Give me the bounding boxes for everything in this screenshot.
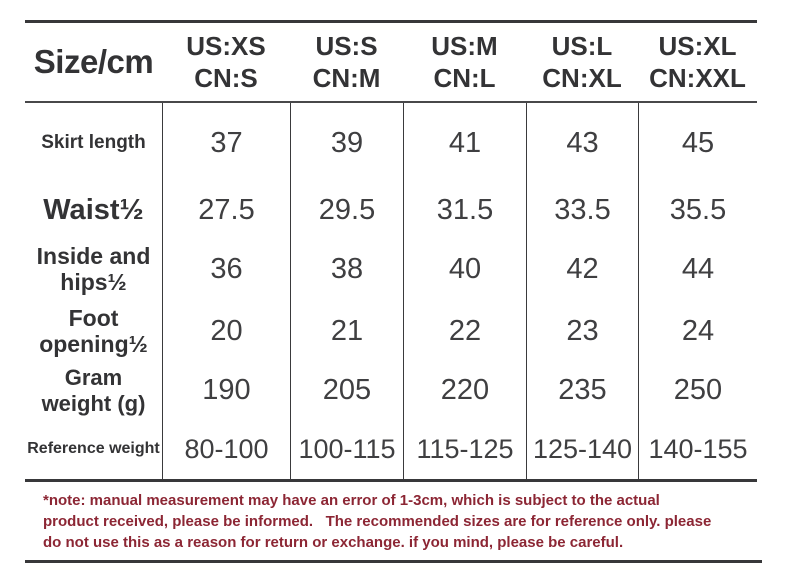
- row-label-skirt-length: Skirt length: [41, 132, 146, 154]
- size-header-xl: US:XL CN:XXL: [649, 31, 746, 93]
- value-cell: 140-155: [648, 433, 748, 464]
- value-cell: 21: [330, 314, 364, 347]
- value-cell: 44: [681, 252, 715, 285]
- size-header-s: US:S CN:M: [312, 31, 381, 93]
- value-cell: 35.5: [669, 194, 727, 226]
- value-cell: 125-140: [532, 433, 633, 464]
- value-cell: 20: [210, 314, 243, 347]
- table-row: Inside and hips½ 36 38 40 42 44: [25, 238, 757, 300]
- value-cell: 100-115: [298, 433, 396, 464]
- value-cell: 22: [448, 314, 482, 347]
- value-cell: 250: [673, 374, 723, 406]
- table-row: Reference weight 80-100 100-115 115-125 …: [25, 419, 757, 479]
- header-divider: [25, 101, 757, 103]
- value-cell: 24: [681, 314, 715, 347]
- table-bottom-divider: [25, 479, 757, 482]
- size-header-xs: US:XS CN:S: [186, 31, 266, 93]
- table-row: Waist½ 27.5 29.5 31.5 33.5 35.5: [25, 183, 757, 238]
- value-cell: 23: [566, 314, 599, 347]
- row-label-inside-hips: Inside and hips½: [36, 242, 151, 295]
- value-cell: 115-125: [416, 433, 514, 464]
- value-cell: 27.5: [198, 194, 255, 226]
- size-table: Size/cm US:XS CN:S US:S CN:M US:M CN:L U…: [25, 20, 757, 482]
- table-row: Gram weight (g) 190 205 220 235 250: [25, 362, 757, 419]
- size-header-m: US:M CN:L: [431, 31, 498, 93]
- corner-label: Size/cm: [33, 43, 154, 80]
- value-cell: 45: [681, 126, 715, 159]
- page-bottom-divider: [25, 560, 762, 563]
- row-label-waist: Waist½: [43, 193, 144, 226]
- table-row: Foot opening½ 20 21 22 23 24: [25, 300, 757, 362]
- table-row: Skirt length 37 39 41 43 45: [25, 103, 757, 183]
- row-label-foot-opening: Foot opening½: [39, 304, 148, 357]
- value-cell: 38: [330, 252, 364, 285]
- table-header: Size/cm US:XS CN:S US:S CN:M US:M CN:L U…: [25, 23, 757, 101]
- value-cell: 220: [440, 374, 490, 406]
- row-label-reference-weight: Reference weight: [27, 439, 160, 457]
- value-cell: 205: [322, 374, 372, 406]
- top-divider: [25, 20, 757, 23]
- value-cell: 42: [566, 252, 599, 285]
- value-cell: 40: [448, 252, 482, 285]
- value-cell: 43: [566, 126, 599, 159]
- value-cell: 190: [202, 374, 251, 406]
- value-cell: 41: [448, 126, 482, 159]
- value-cell: 80-100: [184, 433, 269, 464]
- value-cell: 235: [558, 374, 607, 406]
- row-label-gram-weight: Gram weight (g): [41, 365, 146, 416]
- value-cell: 31.5: [436, 194, 494, 226]
- value-cell: 37: [210, 126, 243, 159]
- size-header-l: US:L CN:XL: [542, 31, 622, 93]
- value-cell: 29.5: [318, 194, 376, 226]
- value-cell: 33.5: [554, 194, 611, 226]
- value-cell: 36: [210, 252, 243, 285]
- note-text: *note: manual measurement may have an er…: [43, 492, 712, 551]
- value-cell: 39: [330, 126, 364, 159]
